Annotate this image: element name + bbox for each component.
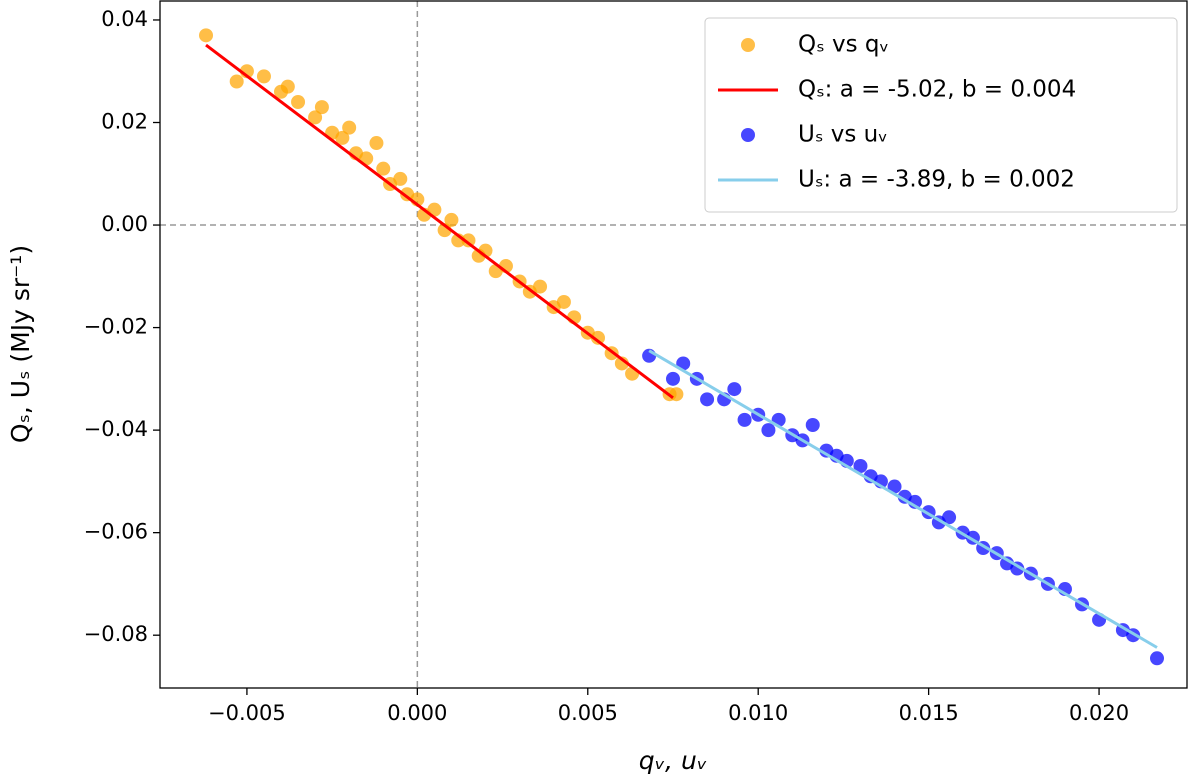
point — [376, 161, 391, 176]
x-tick-label: 0.015 — [899, 701, 959, 725]
point — [853, 459, 868, 474]
y-tick-label: −0.04 — [84, 417, 148, 441]
point — [669, 387, 684, 402]
legend: Qₛ vs qᵥ Qₛ: a = -5.02, b = 0.004 Uₛ vs uᵥ… — [704, 17, 1178, 213]
legend-box — [704, 17, 1178, 213]
x-tick-label: −0.005 — [208, 701, 286, 725]
x-tick-label: 0.020 — [1069, 701, 1129, 725]
fit-line — [648, 349, 1158, 649]
point — [533, 279, 548, 294]
point — [393, 171, 408, 186]
point — [461, 233, 476, 248]
point — [556, 294, 571, 309]
point — [761, 423, 776, 438]
point — [665, 371, 680, 386]
y-tick-label: −0.08 — [84, 622, 148, 646]
legend-marker — [741, 38, 755, 52]
point — [887, 479, 902, 494]
point — [256, 69, 271, 84]
legend-marker — [741, 128, 755, 142]
point — [308, 110, 323, 125]
point — [942, 510, 957, 525]
x-tick-label: 0.005 — [558, 701, 618, 725]
point — [314, 100, 329, 115]
plot-frame — [159, 0, 1188, 689]
x-tick-label: 0.010 — [728, 701, 788, 725]
point — [591, 330, 606, 345]
legend-label: Qₛ: a = -5.02, b = 0.004 — [798, 77, 1076, 103]
point — [335, 130, 350, 145]
point — [229, 74, 244, 89]
point — [280, 79, 295, 94]
y-tick-label: −0.02 — [84, 315, 148, 339]
y-tick-label: −0.06 — [84, 520, 148, 544]
point — [342, 120, 357, 135]
point — [1150, 651, 1165, 666]
point — [727, 382, 742, 397]
legend-label: Uₛ vs uᵥ — [798, 122, 888, 148]
legend-label: Qₛ vs qᵥ — [798, 32, 889, 58]
x-tick-label: 0.000 — [387, 701, 447, 725]
x-axis-label: qᵥ, uᵥ — [639, 746, 707, 775]
point — [700, 392, 715, 407]
y-axis-label: Qₛ, Uₛ (MJy sr⁻¹) — [6, 245, 35, 443]
y-tick-label: 0.02 — [101, 110, 148, 134]
point — [369, 136, 384, 151]
point — [737, 412, 752, 427]
point — [805, 417, 820, 432]
point — [291, 94, 306, 109]
legend-label: Uₛ: a = -3.89, b = 0.002 — [798, 167, 1075, 193]
point — [444, 212, 459, 227]
y-tick-label: 0.04 — [101, 7, 148, 31]
fit-line — [205, 43, 674, 400]
y-tick-label: 0.00 — [101, 212, 148, 236]
point — [199, 28, 214, 43]
